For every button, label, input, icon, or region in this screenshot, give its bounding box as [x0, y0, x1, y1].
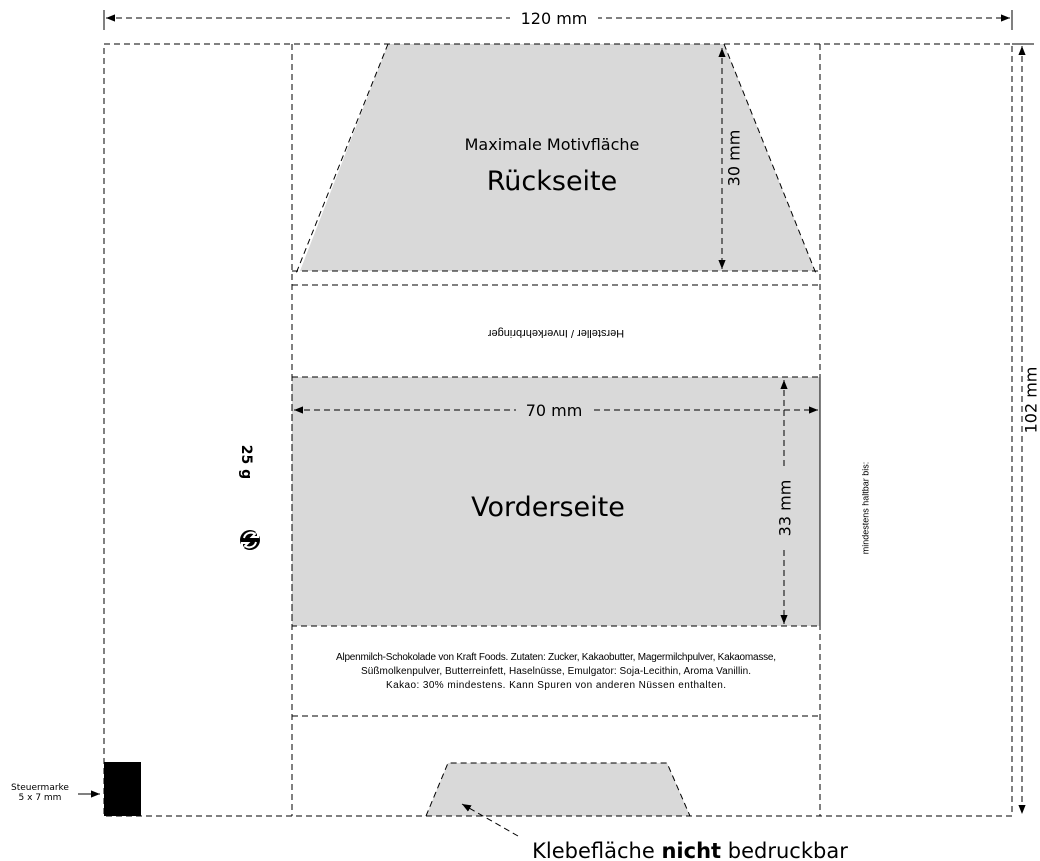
- glue-arrow: [461, 803, 519, 837]
- tax-stamp-mark: [104, 762, 141, 816]
- panels: [103, 43, 1013, 817]
- back-edge: [723, 43, 818, 277]
- front-outline: [291, 376, 821, 627]
- glue-label-text: Klebefläche: [532, 839, 655, 861]
- label-bg: [510, 8, 598, 28]
- outline: [103, 43, 1013, 817]
- glue-label: Klebefläche nicht bedruckbar: [532, 839, 848, 861]
- ingredients-line: Kakao: 30% mindestens. Kann Spuren von a…: [386, 680, 726, 691]
- glue-area: [426, 763, 690, 816]
- ingredients-line: Süßmolkenpulver, Butterreinfett, Haselnü…: [361, 666, 751, 677]
- label-bg: [1024, 355, 1040, 445]
- back-caption: Maximale Motivfläche: [465, 135, 640, 154]
- ingredients-line: Alpenmilch-Schokolade von Kraft Foods. Z…: [336, 652, 776, 663]
- manufacturer: Hersteller / Inverkehrbringer: [488, 327, 625, 339]
- dim-label: 33 mm: [776, 480, 795, 537]
- best-before: mindestens haltbar bis:: [860, 462, 870, 555]
- recycle-icon: [240, 528, 260, 552]
- weight: 25 g: [238, 445, 254, 479]
- dim-label: 30 mm: [725, 130, 744, 187]
- tax-stamp-title: Steuermarke: [11, 783, 69, 793]
- label-bg: [516, 400, 592, 420]
- back-edge: [294, 43, 389, 277]
- dim-label: 70 mm: [526, 401, 583, 420]
- glue-outline: [425, 762, 691, 817]
- glue-label-text: bedruckbar: [728, 839, 848, 861]
- back-title: Rückseite: [487, 166, 618, 197]
- dim-label: 120 mm: [521, 9, 588, 28]
- dimension-lines: 120 mm 102 mm 30 mm 70 mm 33 mm: [103, 8, 1040, 814]
- back-area: [300, 44, 815, 271]
- label-bg: [776, 470, 794, 546]
- tax-stamp-size: 5 x 7 mm: [19, 793, 62, 803]
- label-bg: [726, 122, 744, 192]
- dim-label: 102 mm: [1022, 367, 1040, 434]
- front-title: Vorderseite: [471, 492, 625, 523]
- glue-label-bold: nicht: [661, 839, 721, 861]
